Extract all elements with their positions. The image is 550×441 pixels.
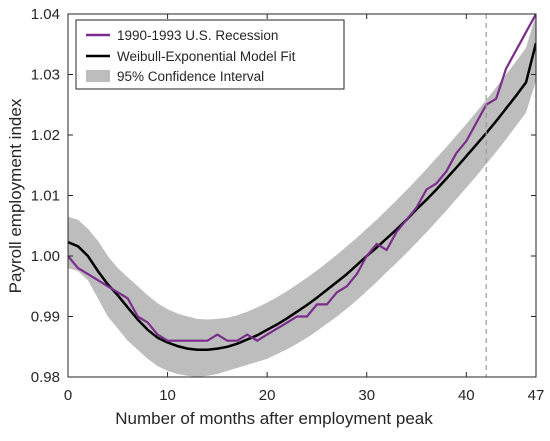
x-tick-label: 40 xyxy=(458,387,475,404)
x-tick-label: 47 xyxy=(528,387,545,404)
y-axis: 0.98 0.99 1.00 1.01 1.02 1.03 1.04 xyxy=(31,6,536,386)
confidence-band-layer xyxy=(68,14,536,377)
legend-box xyxy=(75,19,345,90)
legend-label-recession: 1990-1993 U.S. Recession xyxy=(117,28,278,43)
legend-label-fit: Weibull-Exponential Model Fit xyxy=(117,49,296,64)
y-tick-label: 1.01 xyxy=(31,188,60,205)
recession-line xyxy=(68,14,536,342)
legend: 1990-1993 U.S. Recession Weibull-Exponen… xyxy=(75,19,345,90)
fit-line xyxy=(68,42,536,352)
y-tick-label: 1.03 xyxy=(31,67,60,84)
y-tick-label: 0.99 xyxy=(31,309,60,326)
y-tick-label: 1.04 xyxy=(31,6,60,23)
x-axis-label: Number of months after employment peak xyxy=(115,409,433,428)
legend-label-confidence: 95% Confidence Interval xyxy=(117,69,264,84)
y-tick-label: 0.98 xyxy=(31,369,60,386)
x-tick-label: 30 xyxy=(358,387,375,404)
series-line-layer xyxy=(68,14,536,352)
y-tick-label: 1.00 xyxy=(31,248,60,265)
x-axis: 0 10 20 30 40 47 xyxy=(64,14,545,404)
y-axis-label: Payroll employment index xyxy=(6,98,25,293)
x-tick-label: 0 xyxy=(64,387,72,404)
x-tick-label: 10 xyxy=(159,387,176,404)
x-tick-label: 20 xyxy=(259,387,276,404)
legend-swatch-confidence xyxy=(86,70,110,82)
y-tick-label: 1.02 xyxy=(31,127,60,144)
confidence-band xyxy=(68,14,536,377)
